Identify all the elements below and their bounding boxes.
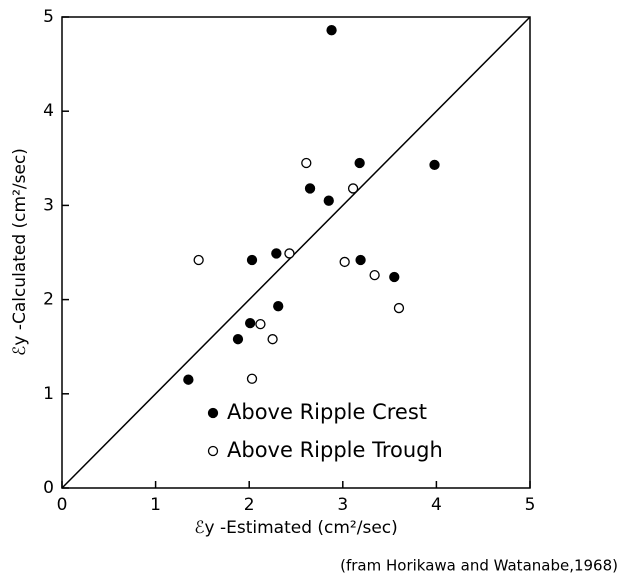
data-point: [273, 301, 284, 312]
y-tick-label: 3: [43, 195, 54, 215]
x-tick-label: 2: [244, 495, 255, 515]
data-point: [304, 183, 316, 194]
data-point: [354, 157, 365, 169]
x-tick-label: 4: [431, 495, 442, 515]
y-tick-label: 1: [43, 384, 54, 404]
data-point: [369, 269, 380, 281]
y-tick-label: 0: [43, 478, 54, 498]
legend-label: Above Ripple Crest: [227, 400, 427, 424]
data-point: [246, 373, 258, 384]
data-point: [355, 254, 366, 266]
legend-marker: [207, 445, 219, 457]
source-note: (fram Horikawa and Watanabe,1968): [340, 557, 618, 575]
y-axis-label: ℰy -Calculated (cm²/sec): [10, 148, 30, 356]
data-point: [267, 334, 278, 345]
data-point: [246, 254, 258, 266]
data-point: [183, 374, 194, 385]
legend-label: Above Ripple Trough: [227, 438, 443, 462]
data-point: [323, 195, 334, 206]
x-tick-label: 5: [525, 495, 536, 515]
y-tick-label: 5: [43, 7, 54, 27]
x-tick-label: 0: [57, 495, 68, 515]
x-tick-label: 1: [150, 495, 161, 515]
data-point: [301, 157, 312, 169]
data-point: [339, 256, 350, 268]
data-point: [389, 271, 400, 283]
y-tick-label: 2: [43, 290, 54, 310]
data-point: [193, 254, 204, 266]
x-tick-label: 3: [337, 495, 348, 515]
plot-frame: [61, 16, 531, 489]
data-point: [271, 248, 282, 259]
data-point: [284, 248, 295, 259]
data-point: [232, 334, 244, 345]
data-point: [255, 318, 266, 330]
data-point: [429, 159, 440, 171]
identity-line: [61, 16, 531, 489]
x-axis-label: ℰy -Estimated (cm²/sec): [194, 518, 398, 538]
data-point: [393, 302, 405, 314]
y-tick-label: 4: [43, 101, 54, 121]
data-point: [347, 183, 359, 194]
data-point: [244, 317, 256, 329]
data-point: [326, 25, 337, 36]
legend-marker: [207, 407, 219, 419]
